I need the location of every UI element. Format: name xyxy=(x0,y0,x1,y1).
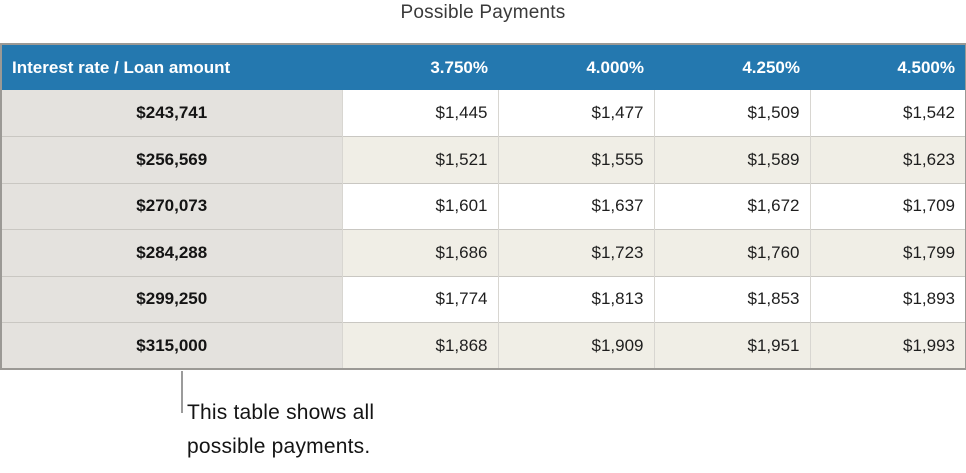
table-row: $270,073 $1,601 $1,637 $1,672 $1,709 xyxy=(1,182,966,230)
header-cell-rate-4000: 4.000% xyxy=(498,44,654,90)
loan-amount-cell: $243,741 xyxy=(1,90,342,137)
header-cell-rate-3750: 3.750% xyxy=(342,44,498,90)
payment-cell: $1,723 xyxy=(497,229,654,276)
loan-amount-cell: $299,250 xyxy=(1,275,342,323)
loan-amount-cell: $256,569 xyxy=(1,136,342,183)
table-row: $256,569 $1,521 $1,555 $1,589 $1,623 xyxy=(1,136,966,183)
payment-cell: $1,709 xyxy=(809,182,966,230)
payment-cell: $1,637 xyxy=(497,182,654,230)
table-row: $284,288 $1,686 $1,723 $1,760 $1,799 xyxy=(1,229,966,276)
payment-cell: $1,686 xyxy=(341,229,498,276)
payment-cell: $1,477 xyxy=(497,90,654,137)
table-row: $243,741 $1,445 $1,477 $1,509 $1,542 xyxy=(1,90,966,137)
callout-text-line2: possible payments. xyxy=(187,435,371,458)
callout-connector-line xyxy=(181,371,183,413)
payment-cell: $1,672 xyxy=(653,182,810,230)
payment-cell: $1,909 xyxy=(497,322,654,369)
payment-cell: $1,893 xyxy=(809,275,966,323)
table-title: Possible Payments xyxy=(400,2,566,23)
table-header-row: Interest rate / Loan amount 3.750% 4.000… xyxy=(1,44,966,90)
payment-cell: $1,868 xyxy=(341,322,498,369)
payment-cell: $1,853 xyxy=(653,275,810,323)
payment-cell: $1,445 xyxy=(341,90,498,137)
loan-amount-cell: $270,073 xyxy=(1,182,342,230)
callout-text: This table shows all possible payments. xyxy=(187,396,374,464)
payment-cell: $1,509 xyxy=(653,90,810,137)
loan-amount-cell: $284,288 xyxy=(1,229,342,276)
payment-cell: $1,799 xyxy=(809,229,966,276)
table-row: $315,000 $1,868 $1,909 $1,951 $1,993 xyxy=(1,322,966,369)
payment-cell: $1,813 xyxy=(497,275,654,323)
payment-cell: $1,993 xyxy=(809,322,966,369)
callout-text-line1: This table shows all xyxy=(187,401,375,424)
payment-cell: $1,774 xyxy=(341,275,498,323)
loan-amount-cell: $315,000 xyxy=(1,322,342,369)
table-row: $299,250 $1,774 $1,813 $1,853 $1,893 xyxy=(1,275,966,323)
payment-cell: $1,601 xyxy=(341,182,498,230)
possible-payments-table: Interest rate / Loan amount 3.750% 4.000… xyxy=(0,43,966,370)
header-cell-rate-4500: 4.500% xyxy=(810,44,966,90)
header-cell-loan-amount: Interest rate / Loan amount xyxy=(1,44,342,90)
payment-cell: $1,951 xyxy=(653,322,810,369)
payment-cell: $1,623 xyxy=(809,136,966,183)
header-cell-rate-4250: 4.250% xyxy=(654,44,810,90)
payment-cell: $1,555 xyxy=(497,136,654,183)
payment-cell: $1,542 xyxy=(809,90,966,137)
payment-cell: $1,589 xyxy=(653,136,810,183)
payment-cell: $1,521 xyxy=(341,136,498,183)
payment-cell: $1,760 xyxy=(653,229,810,276)
